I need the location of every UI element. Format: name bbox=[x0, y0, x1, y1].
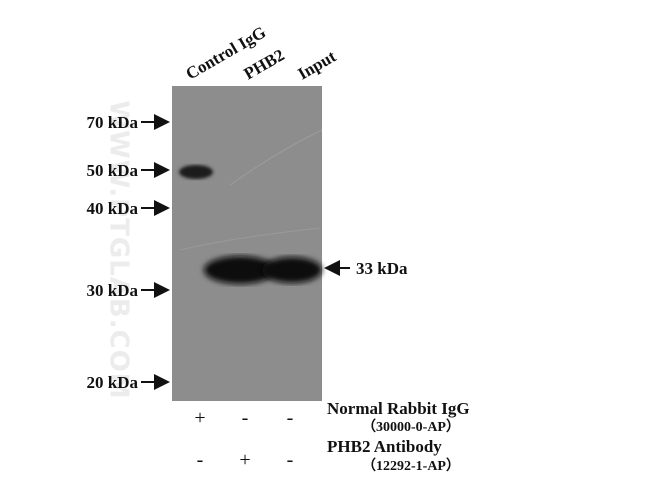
sign: - bbox=[287, 449, 294, 471]
sign: + bbox=[239, 449, 250, 471]
row-name: Normal Rabbit IgG bbox=[327, 399, 470, 418]
blot-artifact bbox=[179, 227, 321, 251]
sign: - bbox=[287, 407, 294, 429]
marker-label: 30 kDa bbox=[87, 281, 139, 300]
sign: - bbox=[242, 407, 249, 429]
watermark: WWW.PTGLAB.COM bbox=[104, 100, 134, 399]
row-name: PHB2 Antibody bbox=[327, 437, 442, 456]
band-label: 33 kDa bbox=[356, 259, 408, 278]
lane-label: Input bbox=[295, 47, 340, 84]
row-catalog: （30000-0-AP） bbox=[362, 419, 460, 435]
marker-label: 50 kDa bbox=[87, 161, 139, 180]
band bbox=[204, 256, 276, 284]
sign: - bbox=[197, 449, 204, 471]
band bbox=[262, 257, 322, 283]
row-catalog: （12292-1-AP） bbox=[362, 458, 460, 474]
blot bbox=[172, 86, 322, 401]
blot-artifact bbox=[229, 129, 323, 186]
sign: + bbox=[194, 407, 205, 429]
band bbox=[179, 165, 213, 179]
marker-label: 40 kDa bbox=[87, 199, 139, 218]
marker-label: 70 kDa bbox=[87, 113, 139, 132]
marker-label: 20 kDa bbox=[87, 373, 139, 392]
